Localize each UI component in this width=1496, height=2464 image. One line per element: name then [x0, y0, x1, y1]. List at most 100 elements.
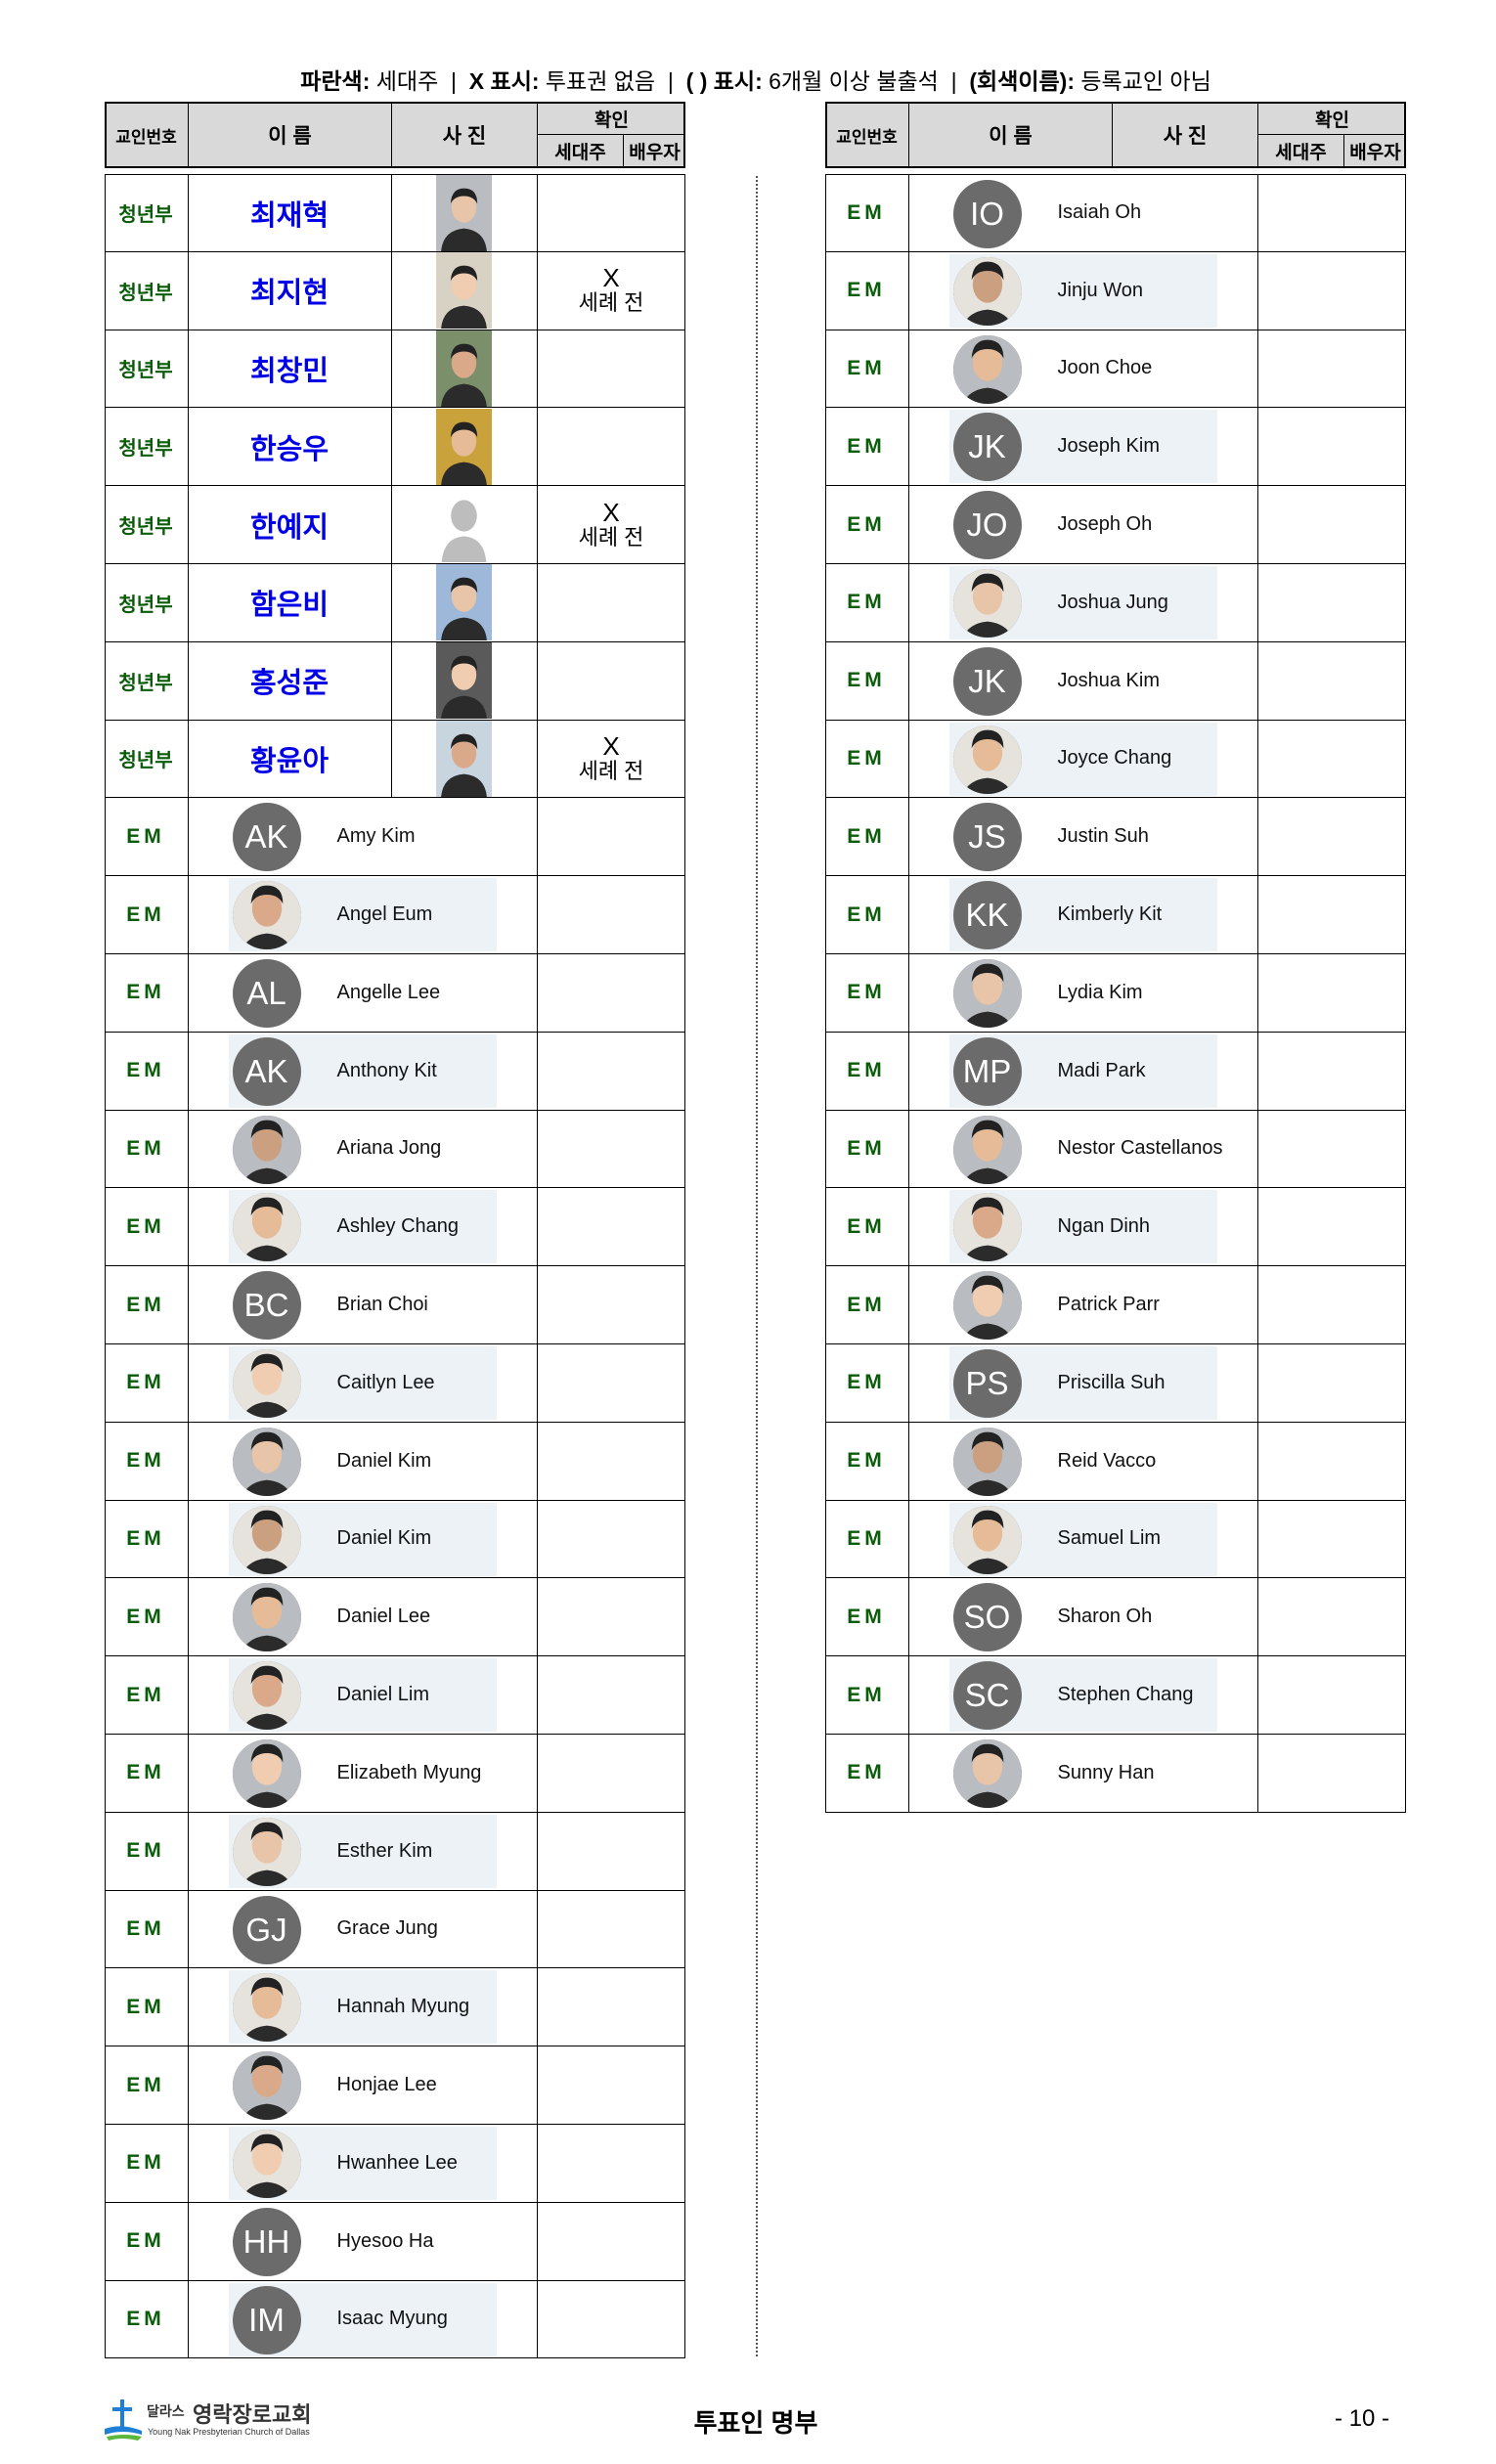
dept-label: EM — [105, 2125, 189, 2202]
name-photo-cell: IO Isaiah Oh — [909, 175, 1258, 251]
table-row: EM AK Anthony Kit — [105, 1032, 685, 1111]
confirm-cell — [1258, 1188, 1406, 1265]
table-row: 청년부 최창민 — [105, 330, 685, 409]
dept-label: EM — [825, 954, 909, 1032]
table-row: 청년부 최지현 X 세례 전 — [105, 251, 685, 330]
legend-paren-text: 6개월 이상 불출석 — [769, 68, 939, 94]
member-name: Daniel Kim — [336, 1527, 432, 1550]
confirm-cell — [1258, 330, 1406, 408]
dept-label: EM — [105, 1890, 189, 1968]
name-photo-cell: Hwanhee Lee — [189, 2125, 538, 2202]
member-name: 한예지 — [189, 486, 392, 563]
member-photo — [952, 569, 1022, 638]
confirm-cell — [1258, 175, 1406, 251]
table-row: EM Ngan Dinh — [825, 1188, 1406, 1267]
confirm-cell — [538, 1111, 685, 1188]
dept-label: 청년부 — [105, 251, 189, 330]
member-photo — [436, 408, 492, 485]
member-photo — [952, 1271, 1022, 1341]
member-name: Lydia Kim — [1057, 981, 1143, 1003]
table-row: EM AK Amy Kim — [105, 798, 685, 877]
confirm-cell — [1258, 1578, 1406, 1655]
table-row: 청년부 황윤아 X 세례 전 — [105, 720, 685, 799]
name-photo-cell: AK Anthony Kit — [189, 1032, 538, 1110]
member-name: Joseph Kim — [1057, 435, 1161, 458]
photo-cell — [392, 251, 538, 330]
name-photo-cell: JK Joseph Kim — [909, 408, 1258, 486]
table-row: EM JS Justin Suh — [825, 798, 1406, 877]
confirm-cell — [538, 2125, 685, 2202]
table-row: EM SC Stephen Chang — [825, 1656, 1406, 1735]
name-photo-cell: Ngan Dinh — [909, 1188, 1258, 1266]
legend-blue-text: 세대주 — [375, 68, 439, 94]
table-row: EM IM Isaac Myung — [105, 2280, 685, 2359]
dept-label: 청년부 — [105, 486, 189, 563]
confirm-cell — [1258, 954, 1406, 1032]
member-photo — [952, 256, 1022, 326]
confirm-cell — [1258, 1501, 1406, 1578]
confirm-cell — [538, 2046, 685, 2124]
member-name: Priscilla Suh — [1057, 1371, 1166, 1393]
table-row: EM Daniel Kim — [105, 1422, 685, 1501]
member-name: 최창민 — [189, 330, 392, 408]
member-photo — [952, 725, 1022, 794]
dept-label: EM — [105, 2046, 189, 2124]
confirm-cell — [1258, 642, 1406, 720]
table-row: 청년부 한예지 X 세례 전 — [105, 486, 685, 564]
dept-label: EM — [105, 954, 189, 1032]
table-row: EM Elizabeth Myung — [105, 1735, 685, 1813]
table-row: EM Hannah Myung — [105, 1968, 685, 2047]
table-row: EM JO Joseph Oh — [825, 486, 1406, 564]
table-row: EM Hwanhee Lee — [105, 2125, 685, 2203]
confirm-cell — [538, 1344, 685, 1422]
column-divider — [756, 176, 758, 2356]
dept-label: EM — [105, 876, 189, 953]
confirm-cell — [538, 1188, 685, 1265]
initials-avatar: JO — [952, 491, 1022, 560]
member-name: 최지현 — [189, 251, 392, 330]
dept-label: EM — [825, 876, 909, 953]
member-name: Isaac Myung — [336, 2308, 448, 2330]
member-name: Hwanhee Lee — [336, 2151, 458, 2174]
logo-korean: 영락장로교회 — [193, 2402, 312, 2427]
header-confirm: 확인 — [538, 104, 685, 135]
member-name: Daniel Lim — [336, 1684, 429, 1706]
confirm-cell — [1258, 721, 1406, 798]
name-photo-cell: Hannah Myung — [189, 1968, 538, 2046]
member-name: Madi Park — [1057, 1059, 1146, 1081]
initials-avatar: AK — [232, 1036, 301, 1106]
member-photo — [436, 174, 492, 251]
legend-gray-text: 등록교인 아님 — [1080, 68, 1211, 94]
table-row: EM Esther Kim — [105, 1812, 685, 1891]
dept-label: EM — [105, 1500, 189, 1578]
dept-label: EM — [105, 1344, 189, 1422]
name-photo-cell: Nestor Castellanos — [909, 1110, 1258, 1188]
table-row: EM Joyce Chang — [825, 720, 1406, 799]
table-row: EM SO Sharon Oh — [825, 1578, 1406, 1657]
legend-separator: | — [950, 68, 957, 94]
page-number: - 10 - — [1335, 2405, 1390, 2432]
confirm-cell — [1258, 1344, 1406, 1422]
dept-label: EM — [825, 564, 909, 641]
confirm-cell — [538, 1266, 685, 1343]
member-name: Elizabeth Myung — [336, 1761, 482, 1783]
name-photo-cell: Ashley Chang — [189, 1188, 538, 1266]
dept-label: EM — [825, 641, 909, 720]
no-vote-mark: X — [602, 730, 620, 761]
dept-label: 청년부 — [105, 720, 189, 798]
note-text: 세례 전 — [578, 758, 644, 783]
table-row: EM Samuel Lim — [825, 1500, 1406, 1579]
member-name: Honjae Lee — [336, 2074, 437, 2096]
confirm-cell — [538, 1423, 685, 1500]
dept-label: EM — [105, 1110, 189, 1188]
member-name: 최재혁 — [189, 175, 392, 251]
name-photo-cell: Samuel Lim — [909, 1500, 1258, 1578]
confirm-cell — [538, 1813, 685, 1890]
note-text: 세례 전 — [578, 524, 644, 550]
member-name: Esther Kim — [336, 1839, 433, 1862]
member-photo — [952, 1115, 1022, 1184]
table-row: EM Caitlyn Lee — [105, 1344, 685, 1423]
table-row: EM HH Hyesoo Ha — [105, 2202, 685, 2281]
confirm-cell — [538, 1891, 685, 1968]
header-name: 이 름 — [909, 104, 1113, 166]
